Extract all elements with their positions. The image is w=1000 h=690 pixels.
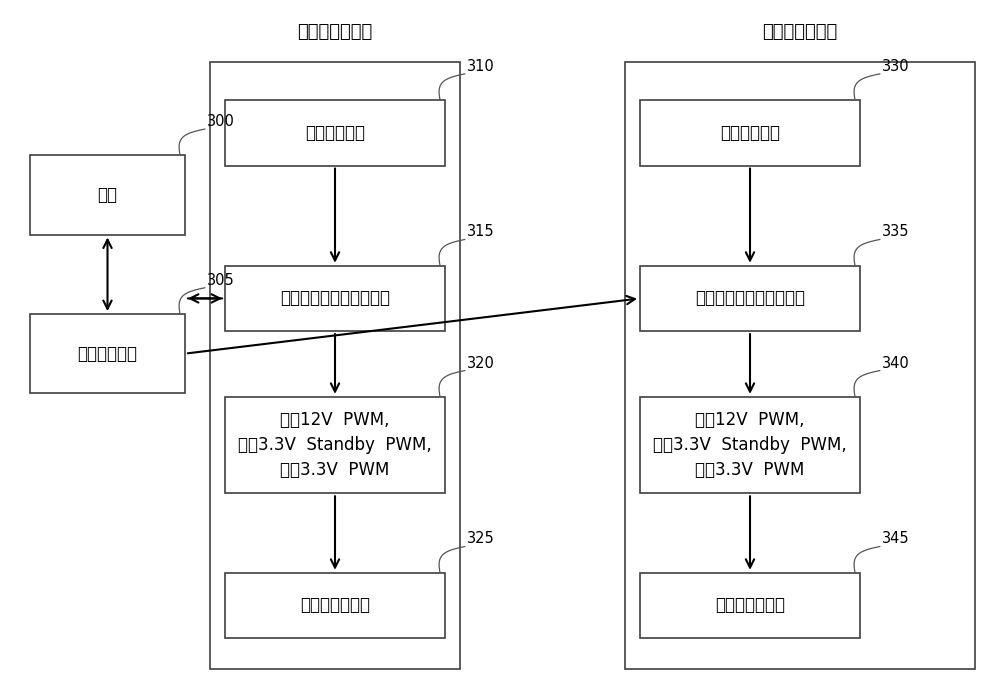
Text: 第一组验证系统: 第一组验证系统 — [297, 23, 373, 41]
Text: 第一功率输出级控制系统: 第一功率输出级控制系统 — [280, 289, 390, 308]
Bar — [225, 266, 445, 331]
Bar — [640, 266, 860, 331]
Text: 300: 300 — [207, 114, 235, 129]
Text: 325: 325 — [467, 531, 495, 546]
Text: 第一12V  PWM,
第一3.3V  Standby  PWM,
第一3.3V  PWM: 第一12V PWM, 第一3.3V Standby PWM, 第一3.3V PW… — [238, 411, 432, 479]
Bar — [640, 573, 860, 638]
Text: 第二12V  PWM,
第二3.3V  Standby  PWM,
第二3.3V  PWM: 第二12V PWM, 第二3.3V Standby PWM, 第二3.3V PW… — [653, 411, 847, 479]
Text: 第二直流电源: 第二直流电源 — [720, 124, 780, 142]
Text: 输入输出装置: 输入输出装置 — [78, 344, 138, 363]
Bar — [625, 62, 975, 669]
Bar — [225, 573, 445, 638]
Bar — [225, 397, 445, 493]
Bar — [210, 62, 460, 669]
Bar — [225, 100, 445, 166]
Text: 第二验证端装置: 第二验证端装置 — [715, 596, 785, 615]
Bar — [640, 100, 860, 166]
Text: 第一验证端装置: 第一验证端装置 — [300, 596, 370, 615]
Text: 第二功率输出级控制系统: 第二功率输出级控制系统 — [695, 289, 805, 308]
Text: 340: 340 — [882, 355, 910, 371]
Bar — [640, 397, 860, 493]
Text: 320: 320 — [467, 355, 495, 371]
Text: 310: 310 — [467, 59, 495, 74]
Bar — [30, 155, 185, 235]
Bar — [30, 314, 185, 393]
Text: 335: 335 — [882, 224, 910, 239]
Text: 345: 345 — [882, 531, 910, 546]
Text: 305: 305 — [207, 273, 235, 288]
Text: 第二组验证系统: 第二组验证系统 — [762, 23, 838, 41]
Text: 第一直流电源: 第一直流电源 — [305, 124, 365, 142]
Text: 315: 315 — [467, 224, 495, 239]
Text: 主机: 主机 — [98, 186, 118, 204]
Text: 330: 330 — [882, 59, 910, 74]
